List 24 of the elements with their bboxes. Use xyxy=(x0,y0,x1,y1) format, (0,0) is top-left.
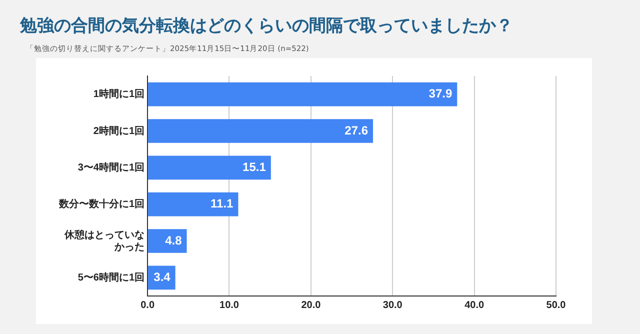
data-label: 3.4 xyxy=(154,270,171,284)
bar xyxy=(148,192,238,216)
data-label: 37.9 xyxy=(428,86,452,101)
bar xyxy=(148,82,458,106)
y-tick-label: 休憩はとっていなかった xyxy=(64,228,145,253)
bar xyxy=(148,119,374,143)
x-tick-label: 50.0 xyxy=(546,300,566,311)
y-tick-label: 1時間に1回 xyxy=(93,88,145,100)
x-tick-label: 30.0 xyxy=(382,300,403,311)
data-label: 4.8 xyxy=(165,233,182,248)
x-tick-label: 10.0 xyxy=(220,300,240,311)
data-label: 11.1 xyxy=(210,196,234,211)
x-tick-label: 20.0 xyxy=(301,300,322,311)
bar xyxy=(148,156,271,180)
y-tick-label: 3〜4時間に1回 xyxy=(78,161,145,174)
data-label: 27.6 xyxy=(344,123,368,138)
y-tick-label: 5〜6時間に1回 xyxy=(78,271,145,284)
chart-title: 勉強の合間の気分転換はどのくらいの間隔で取っていましたか？ xyxy=(20,15,513,37)
data-label: 15.1 xyxy=(242,160,266,174)
y-tick-label: 数分〜数十分に1回 xyxy=(58,198,145,210)
y-tick-label: 2時間に1回 xyxy=(93,124,145,137)
bar xyxy=(148,229,187,253)
x-tick-label: 40.0 xyxy=(464,300,484,311)
x-tick-label: 0.0 xyxy=(140,300,155,311)
